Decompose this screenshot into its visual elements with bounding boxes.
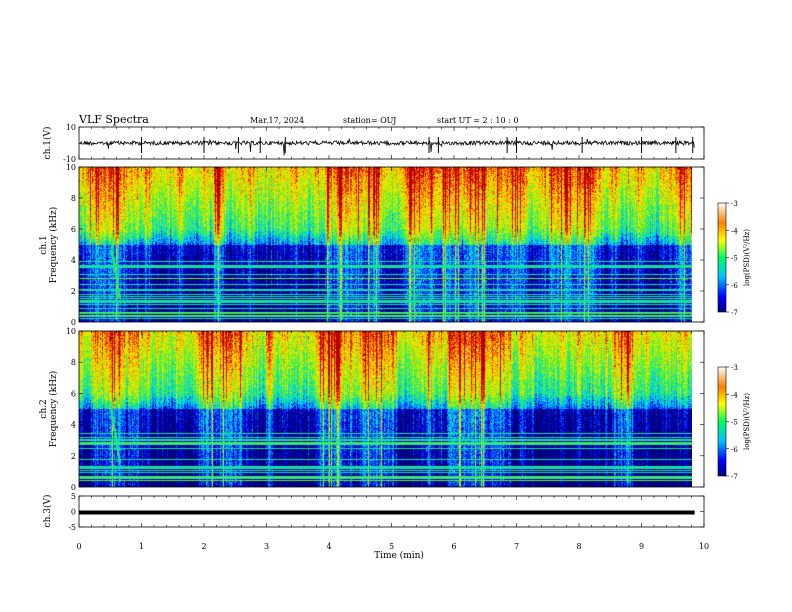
x-axis: 0 1 2 3 4 5 6 7 8 9 10 [76, 542, 709, 551]
ch2-spectrogram-ytick-label: 4 [71, 421, 76, 430]
x-tick-label: 3 [264, 542, 269, 551]
cb1-tick-label: -4 [731, 227, 738, 235]
ch2-spectrogram-ytick-label: 6 [71, 389, 76, 398]
date-label: Mar.17, 2024 [250, 116, 304, 125]
waveform-ch1-panel: 10 -10 [63, 123, 705, 164]
cb2-tick-label: -6 [731, 446, 738, 454]
ch2-spectrogram-ytick-label: 0 [71, 483, 76, 492]
ch1-spectrogram-ytick-label: 8 [71, 194, 76, 203]
ch1-spectrogram-ytick-label: 10 [66, 163, 76, 172]
colorbar-ch2: -3 -4 -5 -6 -7 log(PSD)(V²/Hz) [717, 364, 751, 481]
x-tick-label: 6 [451, 542, 456, 551]
cb2-gradient [717, 366, 727, 477]
start-time-label: start UT = 2 : 10 : 0 [437, 116, 518, 125]
ch1-spectrogram-ytick-label: 2 [71, 287, 76, 296]
cb2-tick-label: -4 [731, 391, 738, 399]
ch3-voltage-label: ch.3(V) [42, 495, 53, 528]
cb2-tick-label: -3 [731, 364, 738, 372]
x-tick-label: 10 [699, 542, 709, 551]
ch2-spectrogram-ytick-label: 8 [71, 358, 76, 367]
ch1-waveform-line [78, 137, 695, 156]
x-tick-label: 5 [389, 542, 394, 551]
colorbar-ch1: -3 -4 -5 -6 -7 log(PSD)(V²/Hz) [717, 200, 751, 317]
ch1-voltage-label: ch.1(V) [42, 127, 53, 160]
cb1-tick-label: -5 [731, 255, 738, 263]
x-tick-label: 9 [639, 542, 644, 551]
ch2-spectrogram-ytick-label: 2 [71, 452, 76, 461]
cb1-gradient [717, 202, 727, 313]
cb1-tick-label: -6 [731, 282, 738, 290]
ch3-waveform-ytick-label: 0 [71, 508, 76, 517]
spectrogram-ch1-panel: 0 2 4 6 8 10 [66, 163, 705, 327]
ch2-frequency-label: Frequency (kHz) [48, 371, 59, 448]
cb2-tick-label: -5 [731, 419, 738, 427]
ch1-channel-label: ch.1 [39, 235, 49, 254]
x-tick-label: 8 [576, 542, 581, 551]
spectrogram-ch2-panel: 0 2 4 6 8 10 [66, 327, 705, 492]
ch3-waveform-ytick-label: -5 [68, 523, 76, 532]
cb2-label: log(PSD)(V²/Hz) [743, 393, 751, 450]
ch1-waveform-ytick-label: -10 [63, 155, 76, 164]
ch1-waveform-ytick-label: 10 [66, 123, 76, 132]
cb2-tick-label: -7 [731, 473, 738, 481]
ch2-spectrogram-ytick-label: 10 [66, 327, 76, 336]
x-axis-label: Time (min) [374, 550, 424, 561]
x-tick-label: 4 [326, 542, 331, 551]
ch3-waveform-ytick-label: 5 [71, 492, 76, 501]
x-tick-label: 0 [76, 542, 81, 551]
figure-title: VLF Spectra [78, 113, 149, 126]
waveform-ch3-panel: 5 0 -5 [68, 492, 705, 532]
ch1-spectrogram-image [79, 167, 692, 322]
x-tick-label: 1 [139, 542, 144, 551]
cb1-label: log(PSD)(V²/Hz) [743, 229, 751, 286]
ch1-spectrogram-ytick-label: 0 [71, 318, 76, 327]
station-label: station= OUJ [343, 116, 396, 125]
ch2-channel-label: ch.2 [39, 399, 49, 418]
ch1-spectrogram-ytick-label: 4 [71, 256, 76, 265]
x-tick-label: 2 [201, 542, 206, 551]
x-tick-label: 7 [514, 542, 519, 551]
cb1-tick-label: -7 [731, 309, 738, 317]
ch2-spectrogram-image [79, 331, 692, 487]
cb1-tick-label: -3 [731, 200, 738, 208]
ch1-spectrogram-ytick-label: 6 [71, 225, 76, 234]
ch1-frequency-label: Frequency (kHz) [48, 207, 59, 284]
